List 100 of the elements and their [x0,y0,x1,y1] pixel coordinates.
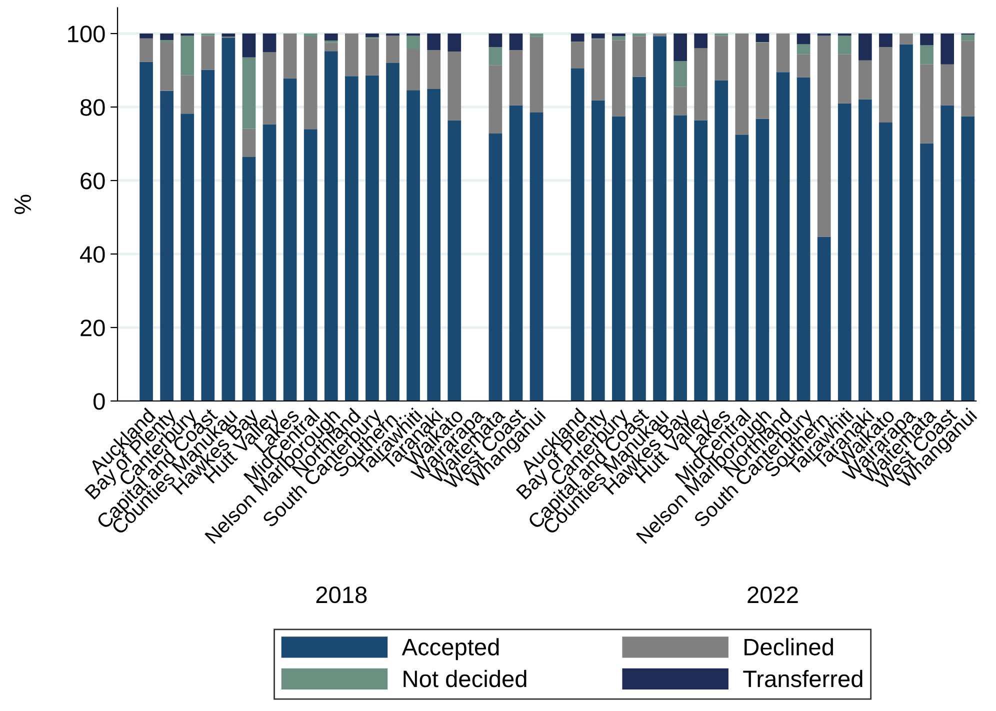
bar [838,103,852,402]
bar [304,34,318,36]
bar [406,48,420,90]
bar [242,57,256,129]
bar [222,38,236,402]
bar [940,105,954,402]
bar [530,36,544,113]
bar [570,34,584,42]
bar [366,34,379,38]
y-tick-label: 100 [68,26,105,42]
bar [674,34,687,62]
bar [961,116,975,402]
bar [796,54,810,78]
bar [632,36,646,77]
text: 2018 [316,586,367,604]
bar [632,76,646,402]
bar [324,51,338,402]
bar [386,36,400,63]
bar [509,105,523,402]
bar [242,34,256,58]
bar [735,34,749,135]
y-tick-label: 80 [80,99,105,116]
bar [570,68,584,402]
bar [591,100,605,402]
bar [653,34,666,36]
bar [920,143,934,402]
bar [242,128,256,158]
bar [366,75,379,402]
legend-label: Declined [744,638,833,656]
bar [858,60,872,100]
bar [509,50,523,106]
bar [612,36,626,40]
bar [509,34,523,50]
bar [694,34,708,48]
y-tick-label: 20 [80,320,105,336]
bar [694,48,708,120]
bar [900,34,913,44]
bar [776,34,790,72]
bar [160,34,174,40]
bar [448,120,462,402]
bar [961,40,975,116]
bar [591,39,605,100]
bar [222,34,236,36]
bar [242,157,256,402]
y-axis-title: % [14,194,32,214]
bar [262,52,276,124]
bar [448,52,462,120]
bar [776,72,790,402]
bar [488,47,502,66]
bar [961,34,975,41]
legend-label: Not decided [404,670,526,688]
bar [714,80,728,402]
bar [427,50,441,90]
bar [570,42,584,68]
bar [448,34,462,52]
bar [591,34,605,38]
legend-label: Accepted [402,638,499,660]
bar [283,78,297,402]
bar [756,42,770,119]
bar [488,34,502,48]
y-tick-label: 0 [94,393,105,410]
bar [879,34,892,48]
bar [386,62,400,402]
bar [674,115,687,402]
bar [180,114,194,402]
bar [612,40,626,116]
bar [140,34,153,38]
bar [817,236,831,402]
bar [858,99,872,402]
bar [201,70,215,402]
bar [920,34,934,46]
bar [940,64,954,106]
bar [756,34,770,42]
bar [140,62,153,402]
bar [324,42,338,52]
bar [653,36,666,402]
bar [488,133,502,402]
bar [160,90,174,402]
bar [714,36,728,80]
bar [920,64,934,144]
bar [530,112,544,402]
bar [324,34,338,41]
bar [345,34,358,76]
bar [406,90,420,402]
bar [262,34,276,52]
bar [879,47,892,122]
bar [838,36,852,54]
bar [817,36,831,237]
y-tick-label: 40 [80,246,105,263]
bar [796,34,810,44]
bar [304,36,318,130]
y-tick-label: 60 [80,172,105,190]
bar [674,61,687,87]
bar [140,38,153,62]
bar [366,38,379,76]
bar [530,34,544,37]
bar [427,34,441,50]
text: 2022 [748,586,798,604]
bar [940,34,954,64]
bar [694,120,708,402]
